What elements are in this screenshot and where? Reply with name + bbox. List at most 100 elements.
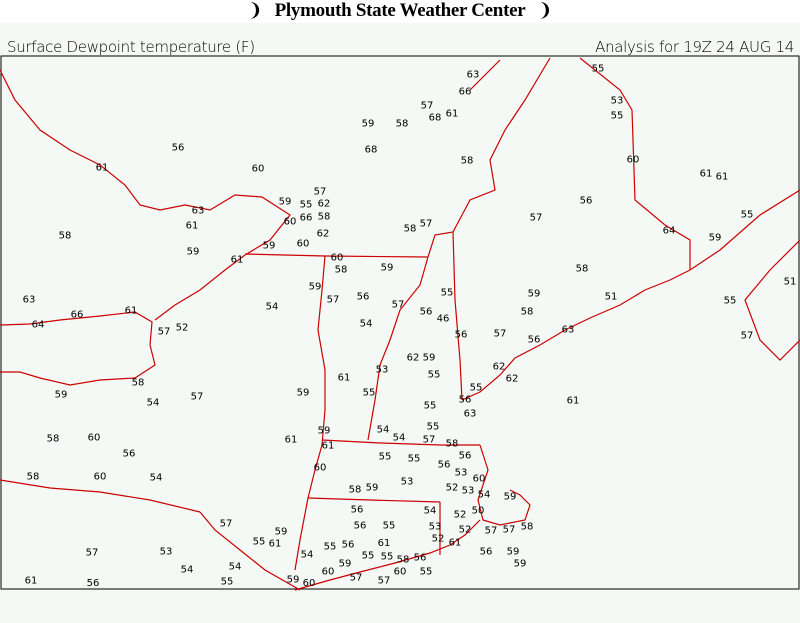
- station-dewpoint: 59: [55, 390, 68, 401]
- station-dewpoint: 56: [172, 143, 185, 154]
- st-lawrence: [154, 254, 246, 321]
- station-dewpoint: 59: [263, 241, 276, 252]
- ma-coast: [477, 444, 531, 526]
- analysis-time-label: Analysis for 19Z 24 AUG 14: [595, 38, 794, 56]
- station-dewpoint: 54: [393, 433, 406, 444]
- station-dewpoint: 57: [741, 331, 754, 342]
- station-dewpoint: 59: [507, 547, 520, 558]
- station-dewpoint: 56: [438, 460, 451, 471]
- station-dewpoint: 56: [455, 330, 468, 341]
- station-dewpoint: 56: [528, 335, 541, 346]
- station-dewpoint: 60: [284, 217, 297, 228]
- station-dewpoint: 55: [300, 200, 313, 211]
- station-dewpoint: 59: [279, 197, 292, 208]
- quebec-river: [469, 59, 501, 91]
- station-dewpoint: 56: [342, 540, 355, 551]
- station-dewpoint: 53: [429, 522, 442, 533]
- station-dewpoint: 55: [381, 552, 394, 563]
- station-dewpoint: 60: [88, 433, 101, 444]
- header: ❩ Plymouth State Weather Center ❩: [0, 0, 800, 23]
- station-dewpoint: 66: [300, 213, 313, 224]
- station-dewpoint: 62: [506, 374, 519, 385]
- station-dewpoint: 61: [231, 255, 244, 266]
- station-dewpoint: 63: [23, 295, 36, 306]
- station-dewpoint: 53: [455, 468, 468, 479]
- station-dewpoint: 46: [437, 314, 450, 325]
- station-dewpoint: 56: [414, 553, 427, 564]
- quebec-maine-border: [427, 57, 551, 258]
- station-dewpoint: 63: [467, 70, 480, 81]
- station-dewpoint: 51: [784, 277, 797, 288]
- station-dewpoint: 54: [266, 302, 279, 313]
- station-dewpoint: 57: [220, 519, 233, 530]
- station-dewpoint: 57: [485, 526, 498, 537]
- station-dewpoint: 66: [459, 87, 472, 98]
- station-dewpoint: 55: [427, 422, 440, 433]
- station-dewpoint: 57: [86, 548, 99, 559]
- station-dewpoint: 59: [287, 575, 300, 586]
- station-dewpoint: 59: [423, 353, 436, 364]
- station-dewpoint: 53: [462, 486, 475, 497]
- station-dewpoint: 62: [407, 353, 420, 364]
- station-dewpoint: 61: [446, 109, 459, 120]
- station-dewpoint: 55: [420, 567, 433, 578]
- ny-pa-border: [199, 511, 301, 591]
- station-dewpoint: 66: [71, 310, 84, 321]
- station-dewpoint: 55: [324, 542, 337, 553]
- station-dewpoint: 54: [229, 562, 242, 573]
- station-dewpoint: 55: [221, 577, 234, 588]
- page-title: Plymouth State Weather Center: [274, 0, 526, 21]
- station-dewpoint: 53: [376, 365, 389, 376]
- station-dewpoint: 61: [25, 576, 38, 587]
- station-dewpoint: 55: [428, 370, 441, 381]
- station-dewpoint: 57: [314, 187, 327, 198]
- station-dewpoint: 58: [349, 485, 362, 496]
- station-dewpoint: 61: [322, 441, 335, 452]
- station-dewpoint: 59: [514, 559, 527, 570]
- station-dewpoint: 58: [318, 212, 331, 223]
- station-dewpoint: 61: [716, 172, 729, 183]
- nb-coast: [689, 189, 800, 271]
- station-dewpoint: 61: [125, 306, 138, 317]
- tornado-icon: ❩: [537, 0, 553, 21]
- lake-ontario: [0, 311, 156, 386]
- station-dewpoint: 61: [186, 221, 199, 232]
- station-dewpoint: 60: [94, 472, 107, 483]
- station-dewpoint: 55: [379, 452, 392, 463]
- station-dewpoint: 59: [318, 426, 331, 437]
- lake-erie-shore: [0, 479, 201, 513]
- station-dewpoint: 58: [446, 439, 459, 450]
- station-dewpoint: 61: [269, 539, 282, 550]
- station-dewpoint: 58: [132, 378, 145, 389]
- station-dewpoint: 58: [396, 119, 409, 130]
- station-dewpoint: 55: [424, 401, 437, 412]
- nh-me-border: [452, 231, 463, 401]
- station-dewpoint: 54: [301, 550, 314, 561]
- station-dewpoint: 51: [605, 292, 618, 303]
- station-dewpoint: 58: [335, 265, 348, 276]
- station-dewpoint: 62: [318, 199, 331, 210]
- parameter-label: Surface Dewpoint temperature (F): [7, 38, 255, 56]
- station-dewpoint: 52: [446, 483, 459, 494]
- station-dewpoint: 60: [303, 578, 316, 589]
- station-dewpoint: 56: [123, 449, 136, 460]
- station-dewpoint: 55: [408, 454, 421, 465]
- station-dewpoint: 56: [357, 292, 370, 303]
- station-dewpoint: 62: [317, 229, 330, 240]
- station-dewpoint: 57: [327, 295, 340, 306]
- station-dewpoint: 58: [47, 434, 60, 445]
- station-dewpoint: 59: [339, 559, 352, 570]
- station-dewpoint: 59: [381, 263, 394, 274]
- station-dewpoint: 52: [459, 525, 472, 536]
- station-dewpoint: 56: [580, 196, 593, 207]
- station-dewpoint: 63: [464, 409, 477, 420]
- station-dewpoint: 60: [322, 567, 335, 578]
- station-dewpoint: 61: [449, 538, 462, 549]
- station-dewpoint: 56: [480, 547, 493, 558]
- station-dewpoint: 54: [478, 490, 491, 501]
- station-dewpoint: 57: [392, 300, 405, 311]
- station-dewpoint: 58: [521, 522, 534, 533]
- station-dewpoint: 61: [567, 396, 580, 407]
